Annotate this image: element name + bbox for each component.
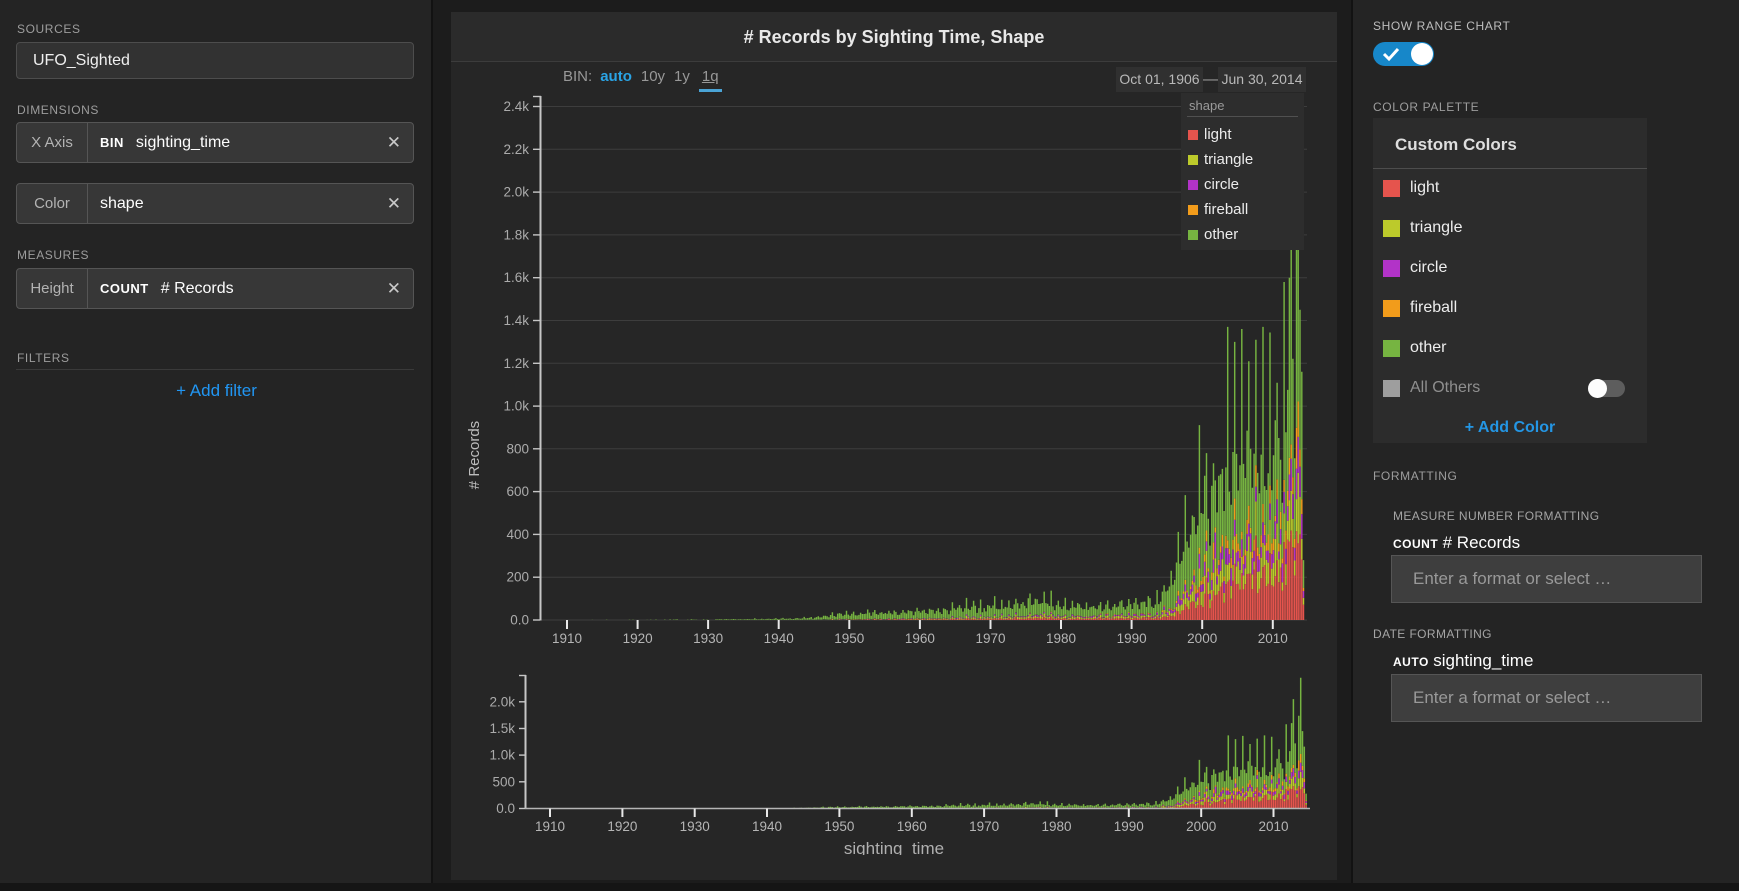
svg-text:1930: 1930 (693, 631, 723, 646)
svg-text:1960: 1960 (905, 631, 935, 646)
svg-text:0.0: 0.0 (510, 613, 529, 628)
svg-text:2.0k: 2.0k (503, 185, 529, 200)
svg-text:1960: 1960 (897, 819, 927, 834)
svg-text:200: 200 (506, 570, 529, 585)
svg-text:2010: 2010 (1258, 631, 1288, 646)
svg-text:# Records: # Records (466, 421, 483, 489)
svg-text:2.2k: 2.2k (503, 142, 529, 157)
svg-text:1940: 1940 (764, 631, 794, 646)
svg-text:1.5k: 1.5k (489, 721, 515, 736)
svg-text:400: 400 (506, 527, 529, 542)
svg-text:1980: 1980 (1041, 819, 1071, 834)
svg-text:2000: 2000 (1187, 631, 1217, 646)
svg-text:0.0: 0.0 (496, 801, 515, 816)
svg-text:1.6k: 1.6k (503, 270, 529, 285)
svg-text:2010: 2010 (1258, 819, 1288, 834)
svg-text:800: 800 (506, 441, 529, 456)
svg-text:1.4k: 1.4k (503, 313, 529, 328)
svg-text:1.8k: 1.8k (503, 227, 529, 242)
svg-text:1.0k: 1.0k (489, 748, 515, 763)
svg-text:1.0k: 1.0k (503, 399, 529, 414)
svg-text:1940: 1940 (752, 819, 782, 834)
svg-text:1920: 1920 (607, 819, 637, 834)
svg-text:2.4k: 2.4k (503, 99, 529, 114)
svg-text:1950: 1950 (834, 631, 864, 646)
svg-text:1970: 1970 (969, 819, 999, 834)
svg-text:1.2k: 1.2k (503, 356, 529, 371)
svg-text:2.0k: 2.0k (489, 694, 515, 709)
svg-text:1970: 1970 (975, 631, 1005, 646)
svg-text:1990: 1990 (1114, 819, 1144, 834)
svg-text:1930: 1930 (680, 819, 710, 834)
svg-text:500: 500 (492, 774, 515, 789)
svg-text:1990: 1990 (1117, 631, 1147, 646)
svg-text:1910: 1910 (535, 819, 565, 834)
svg-text:1980: 1980 (1046, 631, 1076, 646)
svg-text:sighting_time: sighting_time (844, 839, 944, 855)
svg-text:1950: 1950 (824, 819, 854, 834)
svg-text:1910: 1910 (552, 631, 582, 646)
svg-text:2000: 2000 (1186, 819, 1216, 834)
svg-text:1920: 1920 (623, 631, 653, 646)
svg-text:600: 600 (506, 484, 529, 499)
